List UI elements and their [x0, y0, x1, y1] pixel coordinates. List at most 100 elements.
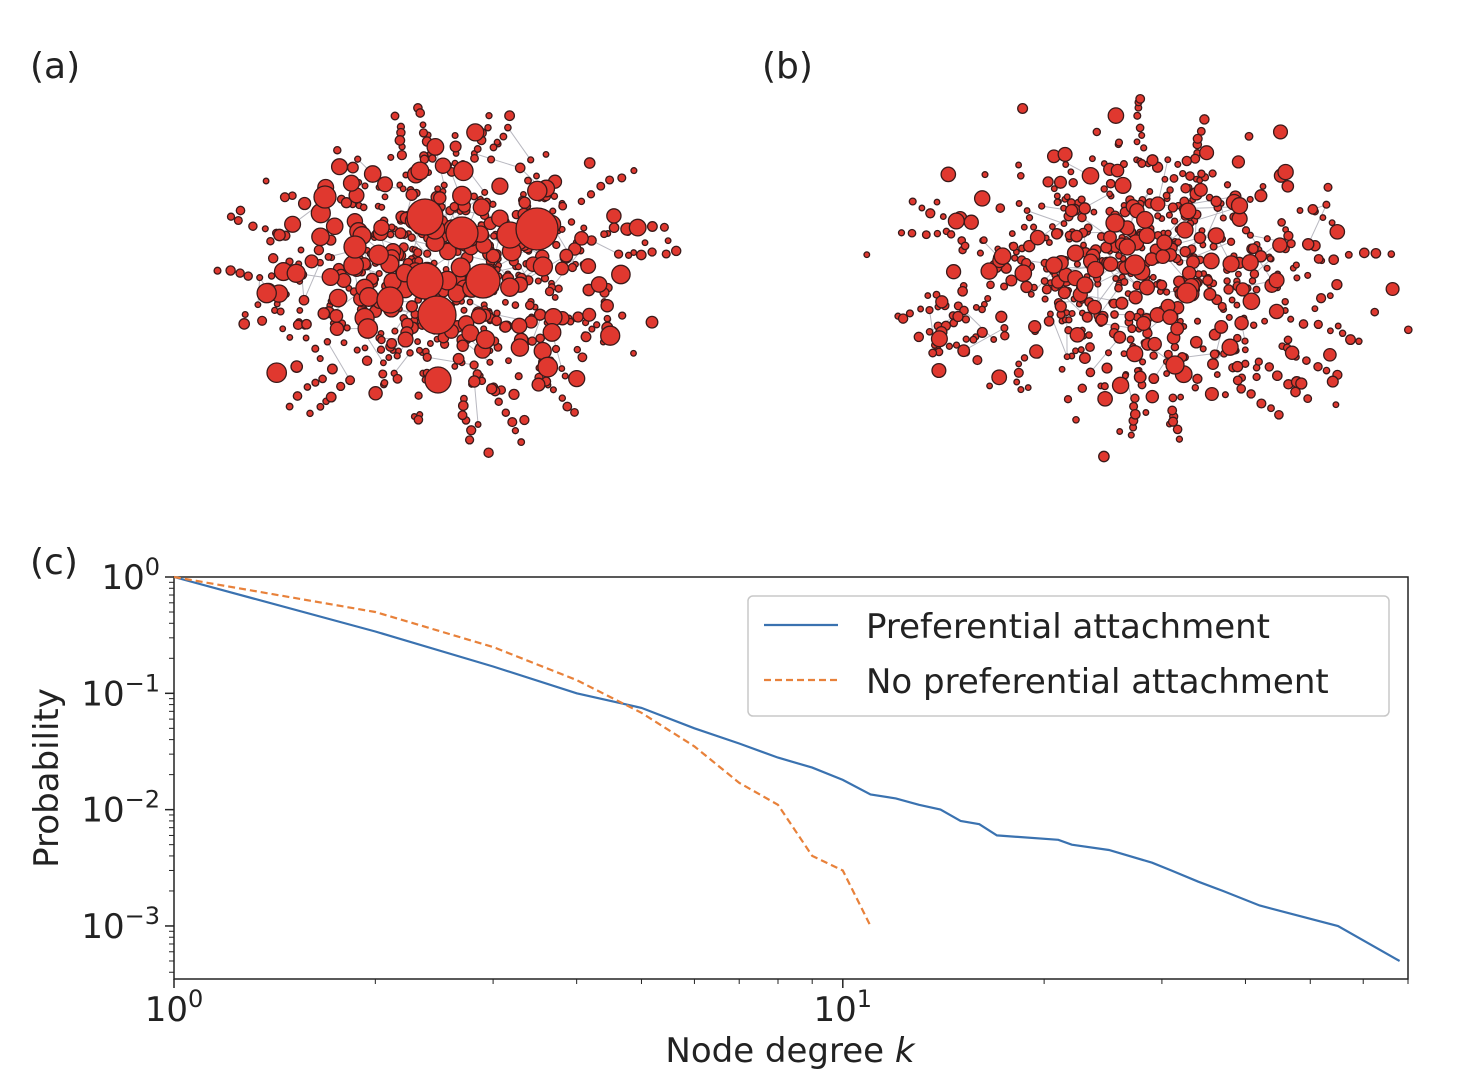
network-node [1124, 310, 1136, 322]
network-node [336, 381, 346, 392]
network-node [606, 208, 622, 224]
network-node [1176, 221, 1194, 239]
network-node [1111, 376, 1130, 395]
network-node [359, 203, 368, 212]
network-node [325, 217, 344, 236]
network-node [1169, 173, 1179, 183]
network-node [1058, 365, 1066, 373]
network-node [1064, 203, 1079, 218]
network-node [1100, 382, 1109, 391]
network-node [413, 247, 423, 258]
network-node [1114, 283, 1123, 293]
network-node [1328, 219, 1336, 227]
network-node [533, 172, 540, 180]
x-tick-label: 100 [145, 985, 204, 1030]
network-node [1057, 286, 1071, 300]
network-node [1000, 282, 1009, 291]
network-node [469, 360, 479, 370]
network-node [863, 251, 871, 259]
network-node [976, 326, 988, 338]
network-node [313, 244, 325, 256]
network-node [317, 307, 331, 320]
network-edge [473, 381, 479, 425]
network-node [1301, 238, 1315, 251]
network-node [303, 383, 312, 391]
network-node [630, 349, 637, 357]
network-edge [1169, 233, 1216, 255]
network-node [376, 286, 404, 314]
network-node [1295, 377, 1308, 390]
network-node [1120, 277, 1129, 287]
network-node [947, 212, 965, 230]
network-node [550, 192, 559, 200]
network-node [1263, 235, 1271, 243]
network-edge [963, 310, 995, 340]
network-node [1236, 383, 1247, 394]
y-tick-label: 10−1 [81, 669, 160, 714]
network-node [1014, 264, 1033, 283]
network-node [1241, 226, 1251, 235]
network-node [1118, 238, 1136, 256]
network-node [993, 247, 1012, 266]
network-node [504, 123, 512, 132]
network-node [1190, 153, 1201, 164]
network-node [1326, 327, 1334, 335]
network-node [1161, 175, 1169, 183]
network-node [532, 256, 554, 277]
network-node [603, 314, 612, 323]
network-node [1138, 279, 1156, 296]
network-node [1189, 335, 1203, 349]
network-node [304, 254, 319, 269]
network-node [1136, 210, 1154, 229]
network-node [907, 228, 917, 238]
network-node [1013, 367, 1024, 378]
network-node [1086, 260, 1105, 279]
network-node [1046, 310, 1054, 318]
network-node [1268, 272, 1285, 289]
network-node [1000, 331, 1010, 341]
network-node [457, 410, 468, 421]
network-node [925, 327, 934, 336]
network-node [972, 355, 983, 366]
network-node [248, 221, 258, 231]
network-node [962, 335, 970, 343]
network-node [1016, 171, 1025, 180]
network-node [544, 286, 555, 297]
network-node [1241, 337, 1249, 345]
network-node [1053, 198, 1062, 207]
network-node [1120, 350, 1128, 358]
network-edge [1307, 204, 1327, 245]
network-node [924, 292, 932, 300]
network-node [582, 307, 597, 322]
network-node [361, 355, 373, 367]
network-node [1272, 237, 1288, 253]
series-line-no-preferential [173, 575, 872, 927]
network-node [590, 276, 608, 293]
network-node [670, 245, 682, 257]
network-node [466, 298, 474, 306]
network-node [1179, 245, 1191, 258]
network-node [991, 369, 1008, 386]
network-node [1331, 278, 1343, 291]
network-node [1077, 346, 1085, 354]
network-node [1015, 360, 1023, 368]
y-tick-label: 100 [101, 553, 160, 598]
network-node [1323, 347, 1337, 362]
network-node [558, 365, 566, 373]
network-node [378, 203, 386, 211]
network-node [1027, 290, 1035, 298]
network-node [1110, 163, 1125, 178]
network-node [333, 145, 342, 155]
network-node [1228, 296, 1236, 304]
network-node [1259, 182, 1267, 190]
network-node [406, 349, 414, 357]
network-node [1266, 255, 1274, 263]
network-node [1230, 197, 1249, 215]
network-node [1180, 183, 1191, 194]
network-node [501, 298, 509, 306]
network-node [504, 110, 516, 122]
network-node [1385, 281, 1400, 297]
network-node [1345, 334, 1356, 346]
network-node [1013, 378, 1021, 386]
network-node [1038, 202, 1046, 210]
